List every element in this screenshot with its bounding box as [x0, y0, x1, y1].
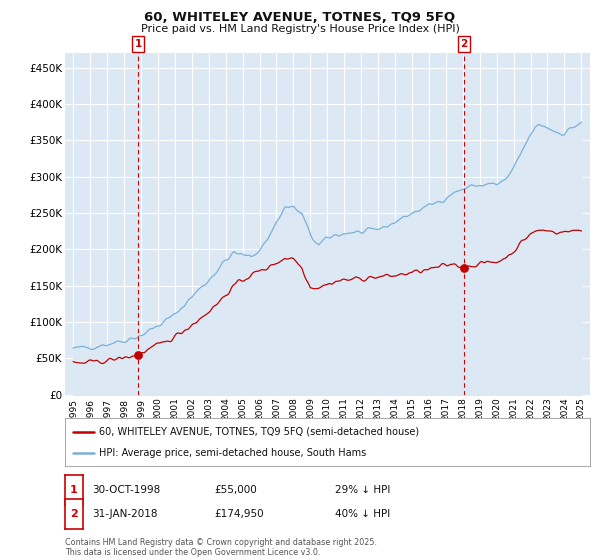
Text: HPI: Average price, semi-detached house, South Hams: HPI: Average price, semi-detached house,…: [99, 447, 366, 458]
Text: 30-OCT-1998: 30-OCT-1998: [92, 485, 160, 495]
Text: 2: 2: [70, 509, 77, 519]
Point: [133, 351, 143, 360]
Text: 40% ↓ HPI: 40% ↓ HPI: [335, 509, 390, 519]
Text: 60, WHITELEY AVENUE, TOTNES, TQ9 5FQ (semi-detached house): 60, WHITELEY AVENUE, TOTNES, TQ9 5FQ (se…: [99, 427, 419, 437]
Text: 31-JAN-2018: 31-JAN-2018: [92, 509, 157, 519]
Text: 60, WHITELEY AVENUE, TOTNES, TQ9 5FQ: 60, WHITELEY AVENUE, TOTNES, TQ9 5FQ: [145, 11, 455, 24]
Point: [460, 263, 469, 272]
Text: £174,950: £174,950: [215, 509, 265, 519]
Text: £55,000: £55,000: [215, 485, 257, 495]
Text: 29% ↓ HPI: 29% ↓ HPI: [335, 485, 390, 495]
Text: Price paid vs. HM Land Registry's House Price Index (HPI): Price paid vs. HM Land Registry's House …: [140, 24, 460, 34]
Text: 2: 2: [461, 39, 468, 49]
Text: 1: 1: [70, 485, 77, 495]
Text: 1: 1: [134, 39, 142, 49]
Text: Contains HM Land Registry data © Crown copyright and database right 2025.
This d: Contains HM Land Registry data © Crown c…: [65, 538, 377, 557]
